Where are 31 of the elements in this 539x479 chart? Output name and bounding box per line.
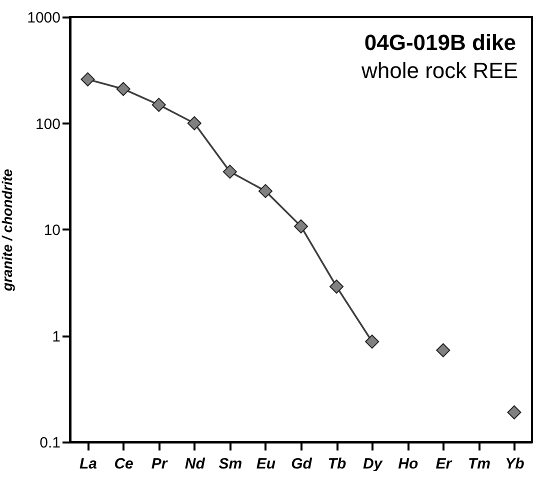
x-tick-label: Tb [328,456,346,472]
x-tick-label: Er [436,456,453,472]
y-tick-label: 0.1 [40,434,60,452]
point [365,334,380,349]
x-tick-label: Yb [505,456,524,472]
y-axis-title: granite / chondrite [0,168,16,292]
text: whole rock REE [360,58,518,83]
point [507,405,522,420]
point [116,82,130,96]
x-tick-label: Tm [468,456,490,472]
point [80,72,95,86]
x-tick-label: Eu [256,456,276,472]
x-tick-label: Ce [114,456,134,472]
x-tick-label: Ho [398,456,418,472]
x-tick-label: Nd [184,456,206,472]
point [258,184,272,198]
point [222,164,237,179]
text: 04G-019B dike [364,30,516,55]
x-tick-label: Sm [218,456,242,472]
y-tick-label: 1000 [27,10,60,26]
y-tick-label: 1 [52,328,60,346]
x-tick-label: La [80,456,98,472]
point [436,343,450,358]
point [152,98,166,112]
x-tick-label: Gd [291,456,313,472]
point [294,219,308,234]
x-tick-label: Pr [151,456,168,472]
y-tick-label: 100 [35,116,60,133]
point [330,280,344,294]
y-tick-label: 10 [44,222,60,239]
point [187,116,202,130]
